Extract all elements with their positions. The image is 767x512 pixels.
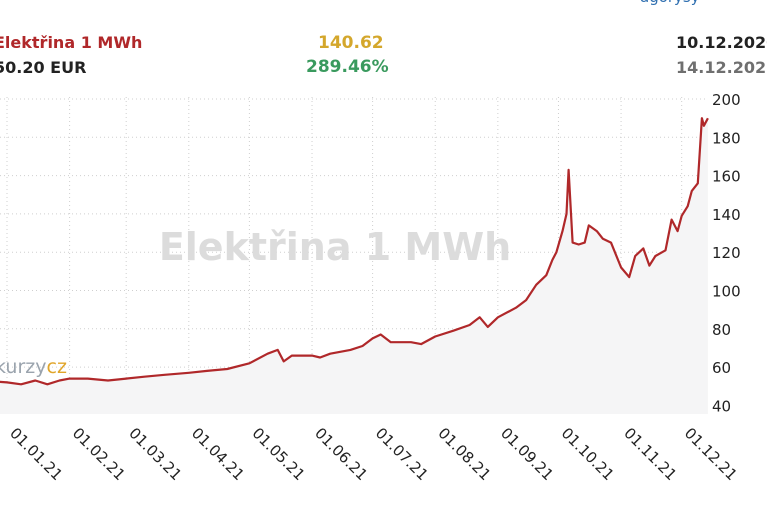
x-tick-label: 01.09.21 — [497, 424, 557, 484]
y-tick-label: 140 — [712, 206, 741, 224]
kurzy-logo-suffix: cz — [47, 356, 67, 378]
y-axis: 40 60 80 100 120 140 160 180 200 — [712, 91, 741, 415]
x-tick-label: 01.04.21 — [188, 424, 248, 484]
y-tick-label: 120 — [712, 244, 741, 262]
x-tick-label: 01.07.21 — [372, 424, 432, 484]
kurzy-logo-main: kurzy — [0, 356, 47, 378]
change-percent: 289.46% — [306, 57, 389, 77]
date-from: 10.12.2020 — [676, 33, 767, 52]
y-tick-label: 80 — [712, 321, 731, 339]
chart-line-layer — [0, 117, 709, 386]
x-tick-label: 01.03.21 — [125, 424, 185, 484]
x-tick-label: 01.10.21 — [558, 424, 618, 484]
start-price: 50.20 EUR — [0, 58, 87, 77]
chart-area-layer — [0, 118, 708, 414]
y-tick-label: 160 — [712, 168, 741, 186]
kurzy-logo: kurzycz — [0, 356, 67, 378]
kurzy-logo-text: kurzycz — [0, 356, 67, 378]
x-tick-label: 01.05.21 — [249, 424, 309, 484]
y-tick-label: 180 — [712, 129, 741, 147]
top-link[interactable]: agorysy — [640, 0, 700, 6]
series-area — [0, 118, 708, 414]
change-absolute: 140.62 — [318, 33, 384, 53]
x-tick-label: 01.06.21 — [311, 424, 371, 484]
y-tick-label: 200 — [712, 91, 741, 109]
x-tick-label: 01.08.21 — [434, 424, 494, 484]
series-line — [0, 117, 709, 386]
chart-grid — [0, 97, 705, 414]
x-tick-label: 01.12.21 — [681, 424, 741, 484]
chart-watermark: Elektřina 1 MWh — [159, 225, 511, 269]
y-tick-label: 40 — [712, 397, 731, 415]
x-tick-label: 01.01.21 — [6, 424, 66, 484]
series-name: Elektřina 1 MWh — [0, 33, 143, 52]
x-tick-label: 01.11.21 — [620, 424, 680, 484]
y-tick-label: 60 — [712, 359, 731, 377]
x-tick-label: 01.02.21 — [69, 424, 129, 484]
y-tick-label: 100 — [712, 283, 741, 301]
